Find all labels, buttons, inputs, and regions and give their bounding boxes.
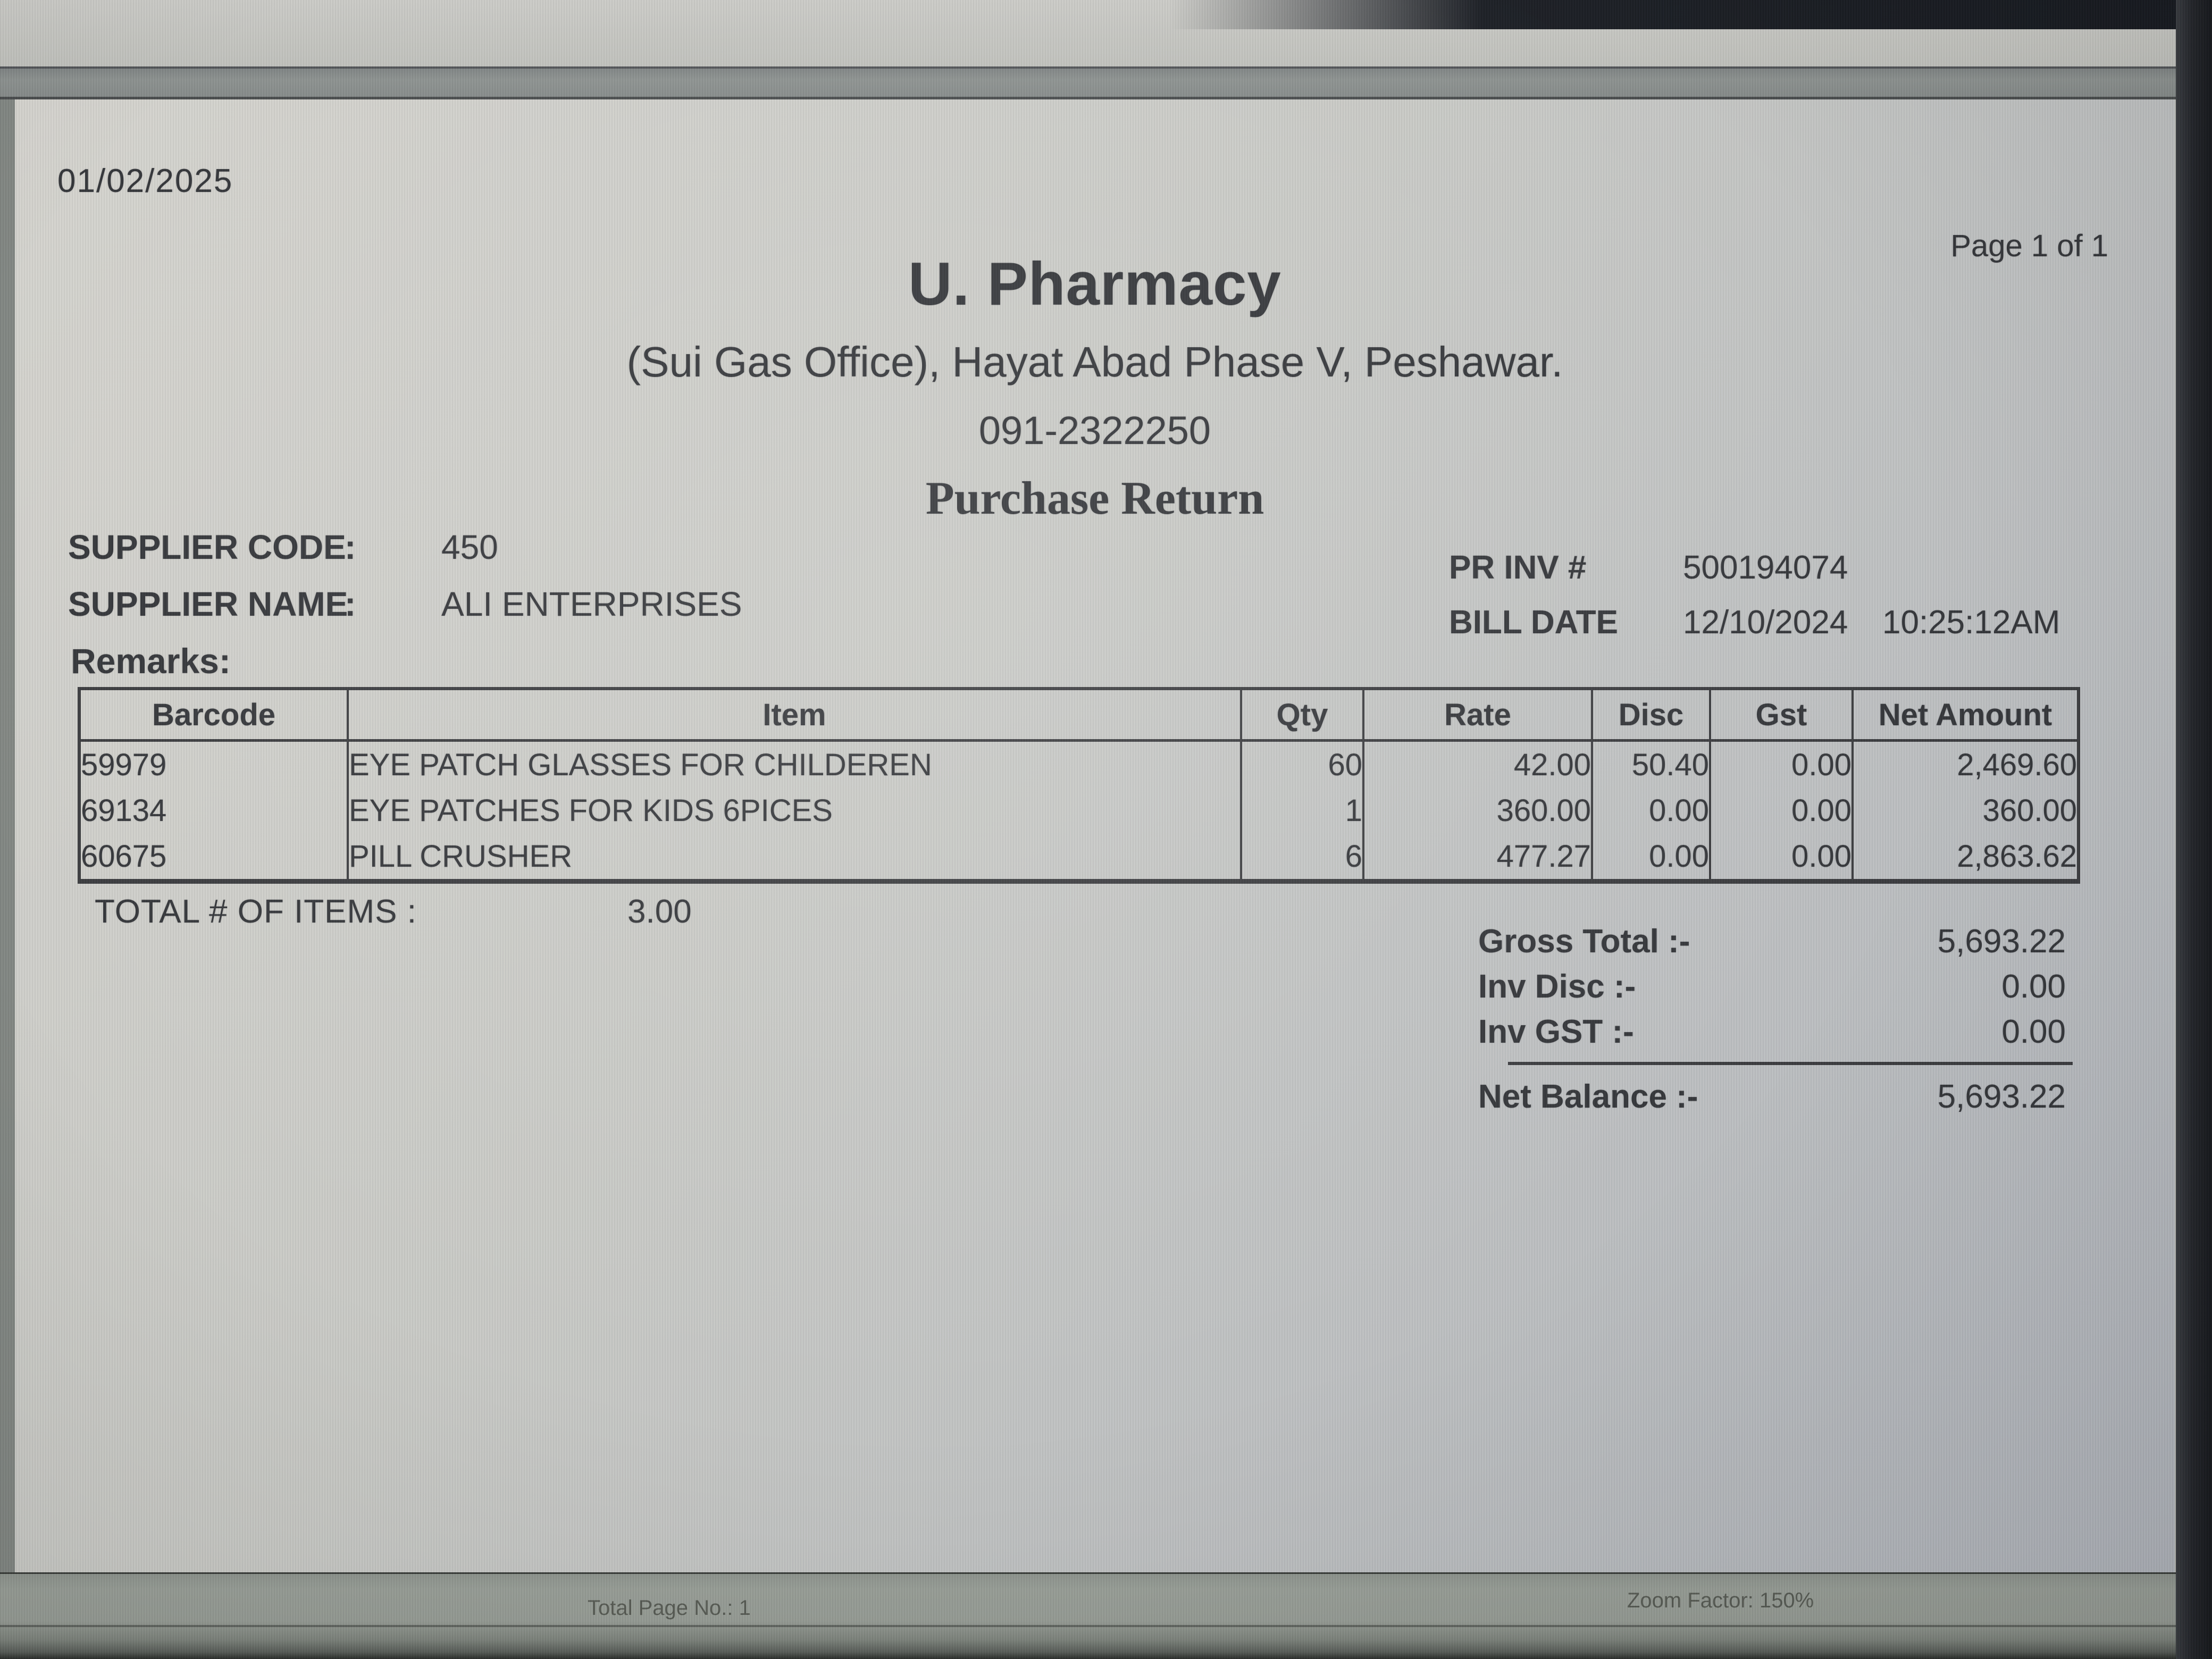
- cell-rate: 477.27: [1362, 833, 1592, 882]
- cell-net-amount: 2,863.62: [1851, 833, 2079, 882]
- column-header-item: Item: [347, 689, 1241, 742]
- cell-gst: 0.00: [1709, 787, 1853, 833]
- column-header-barcode: Barcode: [79, 689, 348, 742]
- cell-net-amount: 2,469.60: [1851, 740, 2079, 787]
- cell-barcode: 59979: [81, 747, 167, 782]
- supplier-code-value: 450: [441, 528, 498, 566]
- cell-item: EYE PATCHES FOR KIDS 6PICES: [347, 787, 1241, 833]
- window-chrome-strip: [0, 66, 2212, 99]
- supplier-name-label: SUPPLIER NAME: [68, 585, 348, 623]
- cell-net-amount: 360.00: [1851, 787, 2079, 833]
- cell-barcode: 69134: [81, 793, 167, 828]
- screen-bezel-top: [1170, 0, 2212, 29]
- report-page: 01/02/2025 Page 1 of 1 U. Pharmacy (Sui …: [15, 99, 2175, 1572]
- cell-item: PILL CRUSHER: [347, 833, 1241, 882]
- totals-separator-line: [1508, 1062, 2073, 1065]
- status-total-page: Total Page No.: 1: [588, 1596, 751, 1620]
- business-address: (Sui Gas Office), Hayat Abad Phase V, Pe…: [626, 338, 1563, 386]
- bill-time-value: 10:25:12AM: [1882, 604, 2060, 641]
- cell-disc: 0.00: [1591, 787, 1710, 833]
- cell-rate: 360.00: [1362, 787, 1592, 833]
- document-title: Purchase Return: [925, 473, 1264, 524]
- table-row: 69134 EYE PATCHES FOR KIDS 6PICES 1 360.…: [79, 787, 2079, 833]
- cell-qty: 1: [1240, 787, 1363, 833]
- cell-disc: 50.40: [1591, 740, 1710, 787]
- table-row: 60675 PILL CRUSHER 6 477.27 0.00 0.00 2,…: [79, 833, 2079, 882]
- screen-bezel-right: [2176, 0, 2212, 1659]
- business-phone: 091-2322250: [978, 408, 1211, 453]
- column-header-gst: Gst: [1709, 689, 1853, 742]
- cell-gst: 0.00: [1709, 740, 1853, 787]
- cell-gst: 0.00: [1709, 833, 1853, 882]
- remarks-label: Remarks:: [71, 641, 231, 681]
- supplier-name-colon: :: [345, 585, 356, 623]
- inv-gst-value: 0.00: [2001, 1013, 2066, 1050]
- cell-rate: 42.00: [1362, 740, 1592, 787]
- pr-inv-value: 500194074: [1683, 549, 1848, 586]
- gross-total-value: 5,693.22: [1937, 923, 2066, 960]
- inv-gst-label: Inv GST :-: [1478, 1013, 1634, 1050]
- pr-inv-label: PR INV #: [1449, 549, 1587, 586]
- status-zoom-factor: Zoom Factor: 150%: [1627, 1589, 1814, 1612]
- column-header-net-amount: Net Amount: [1851, 689, 2079, 742]
- supplier-code-colon: :: [345, 528, 356, 566]
- total-items-label: TOTAL # OF ITEMS :: [95, 893, 417, 930]
- column-header-rate: Rate: [1362, 689, 1592, 742]
- inv-disc-label: Inv Disc :-: [1478, 968, 1636, 1005]
- status-bar: Total Page No.: 1 Zoom Factor: 150%: [0, 1572, 2212, 1659]
- page-indicator: Page 1 of 1: [1950, 229, 2108, 263]
- total-items-value: 3.00: [627, 893, 692, 930]
- net-balance-label: Net Balance :-: [1478, 1078, 1698, 1115]
- column-header-disc: Disc: [1591, 689, 1710, 742]
- cell-disc: 0.00: [1591, 833, 1710, 882]
- cell-barcode: 60675: [81, 839, 167, 874]
- cell-item: EYE PATCH GLASSES FOR CHILDEREN: [347, 740, 1241, 787]
- bill-date-value: 12/10/2024: [1683, 604, 1848, 641]
- column-header-qty: Qty: [1240, 689, 1363, 742]
- gross-total-label: Gross Total :-: [1478, 923, 1690, 960]
- supplier-code-label: SUPPLIER CODE: [68, 528, 346, 566]
- supplier-name-value: ALI ENTERPRISES: [441, 585, 742, 623]
- business-name: U. Pharmacy: [908, 250, 1281, 318]
- viewer-left-gutter: [0, 99, 16, 1572]
- items-table: Barcode Item Qty Rate Disc Gst Net Amoun…: [78, 687, 2080, 884]
- table-row: 59979 EYE PATCH GLASSES FOR CHILDEREN 60…: [79, 740, 2079, 787]
- table-header-row: Barcode Item Qty Rate Disc Gst Net Amoun…: [79, 689, 2079, 742]
- net-balance-value: 5,693.22: [1937, 1078, 2066, 1115]
- inv-disc-value: 0.00: [2001, 968, 2066, 1005]
- print-date: 01/02/2025: [57, 163, 233, 199]
- cell-qty: 6: [1240, 833, 1363, 882]
- cell-qty: 60: [1240, 740, 1363, 787]
- bill-date-label: BILL DATE: [1449, 604, 1619, 641]
